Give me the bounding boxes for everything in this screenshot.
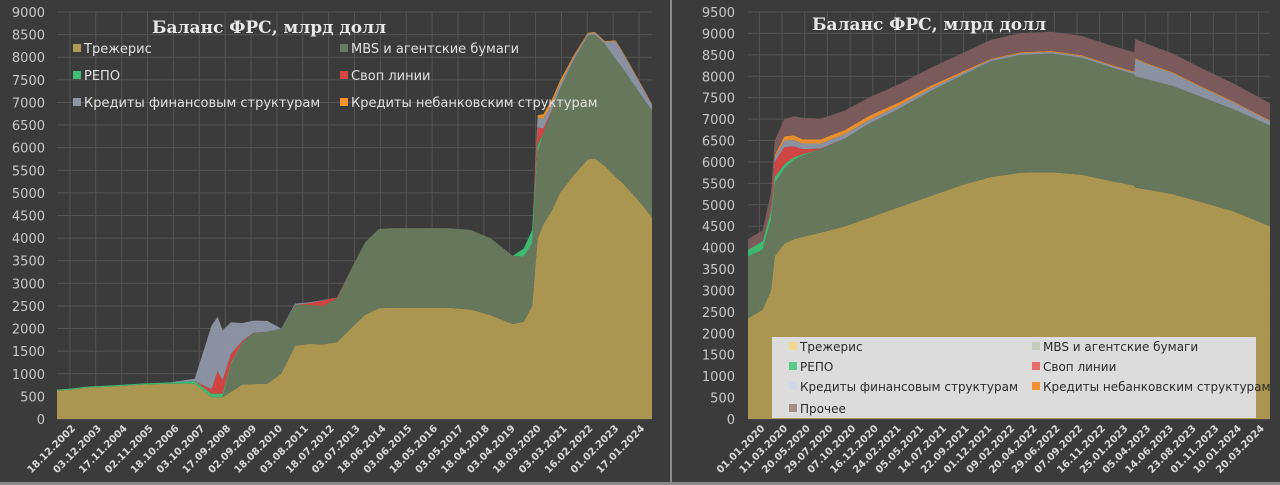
y-tick-label: 2500 bbox=[702, 306, 735, 321]
y-tick-label: 1000 bbox=[12, 368, 45, 383]
chart-title-left: Баланс ФРС, млрд долл bbox=[152, 18, 386, 38]
y-tick-label: 4000 bbox=[12, 232, 45, 247]
y-tick-label: 8500 bbox=[12, 29, 45, 44]
legend-swatch bbox=[1032, 382, 1040, 390]
area-series-1 bbox=[748, 53, 1270, 319]
legend-label: Кредиты финансовым структурам bbox=[800, 380, 1018, 394]
y-tick-label: 6500 bbox=[702, 135, 735, 150]
legend-swatch bbox=[789, 342, 797, 350]
legend-box bbox=[772, 337, 1256, 418]
legend-label: Кредиты небанковским структурам bbox=[1043, 380, 1271, 394]
legend-swatch bbox=[73, 71, 81, 79]
y-tick-label: 2500 bbox=[12, 300, 45, 315]
yticks-left: 0 500 1000 1500 2000 2500 3000 3500 4000 4500 5000… bbox=[12, 6, 45, 428]
chart-divider bbox=[670, 0, 672, 485]
chart-right: 0 500 1000 1500 2000 2500 3000 3500 4000 4500 5000… bbox=[702, 6, 1271, 476]
area-series-1 bbox=[57, 34, 652, 398]
y-tick-label: 4500 bbox=[12, 210, 45, 225]
chart-left: 0 500 1000 1500 2000 2500 3000 3500 4000 4500 5000… bbox=[12, 6, 652, 476]
y-tick-label: 6000 bbox=[702, 156, 735, 171]
legend-swatch bbox=[789, 362, 797, 370]
y-tick-label: 9500 bbox=[702, 6, 735, 21]
legend-swatch bbox=[340, 44, 348, 52]
legend-label: Своп линии bbox=[351, 69, 430, 84]
y-tick-label: 4500 bbox=[702, 220, 735, 235]
xticks-left: 18.12.200203.12.200317.11.200402.11.2005… bbox=[26, 423, 648, 476]
area-series-3 bbox=[57, 34, 652, 394]
y-tick-label: 5500 bbox=[12, 164, 45, 179]
y-tick-label: 6000 bbox=[12, 142, 45, 157]
area-series-0 bbox=[57, 158, 652, 419]
legend-left: Трежерис MBS и агентские бумаги РЕПО Своп л… bbox=[73, 42, 598, 111]
xticks-right: 01.01.202011.03.202020.05.202029.07.2020… bbox=[715, 423, 1267, 476]
legend-swatch bbox=[1032, 342, 1040, 350]
legend-label: Своп линии bbox=[1043, 360, 1116, 374]
y-tick-label: 3500 bbox=[702, 263, 735, 278]
y-tick-label: 9000 bbox=[12, 6, 45, 21]
legend-label: MBS и агентские бумаги bbox=[1043, 340, 1198, 354]
y-tick-label: 5500 bbox=[702, 177, 735, 192]
legend-swatch bbox=[73, 98, 81, 106]
legend-label: Кредиты небанковским структурам bbox=[351, 96, 598, 111]
y-tick-label: 6500 bbox=[12, 119, 45, 134]
y-tick-label: 8000 bbox=[702, 70, 735, 85]
y-tick-label: 2000 bbox=[702, 327, 735, 342]
y-tick-label: 0 bbox=[727, 413, 735, 428]
legend-label: Трежерис bbox=[83, 42, 152, 57]
bottom-border bbox=[0, 482, 1280, 485]
y-tick-label: 1000 bbox=[702, 370, 735, 385]
y-tick-label: 500 bbox=[20, 390, 45, 405]
yticks-right: 0 500 1000 1500 2000 2500 3000 3500 4000 4500 5000… bbox=[702, 6, 735, 428]
legend-label: MBS и агентские бумаги bbox=[351, 42, 519, 57]
legend-swatch bbox=[1032, 362, 1040, 370]
chart-title-right: Баланс ФРС, млрд долл bbox=[812, 15, 1046, 35]
legend-label: РЕПО bbox=[800, 360, 833, 374]
legend-swatch bbox=[789, 404, 797, 412]
y-tick-label: 3500 bbox=[12, 255, 45, 270]
legend-label: Кредиты финансовым структурам bbox=[84, 96, 320, 111]
y-tick-label: 2000 bbox=[12, 323, 45, 338]
y-tick-label: 8500 bbox=[702, 49, 735, 64]
legend-swatch bbox=[73, 44, 81, 52]
y-tick-label: 0 bbox=[37, 413, 45, 428]
y-tick-label: 3000 bbox=[702, 284, 735, 299]
y-tick-label: 1500 bbox=[702, 349, 735, 364]
y-tick-label: 7500 bbox=[12, 74, 45, 89]
legend-swatch bbox=[340, 98, 348, 106]
y-tick-label: 7000 bbox=[12, 96, 45, 111]
y-tick-label: 8000 bbox=[12, 51, 45, 66]
legend-right: Трежерис MBS и агентские бумаги РЕПО Своп л… bbox=[772, 337, 1271, 418]
y-tick-label: 1500 bbox=[12, 345, 45, 360]
legend-label: Прочее bbox=[800, 402, 846, 416]
y-tick-label: 7500 bbox=[702, 92, 735, 107]
areas-left bbox=[57, 31, 652, 419]
legend-label: Трежерис bbox=[799, 340, 863, 354]
y-tick-label: 7000 bbox=[702, 113, 735, 128]
y-tick-label: 3000 bbox=[12, 277, 45, 292]
legend-swatch bbox=[340, 71, 348, 79]
legend-swatch bbox=[789, 382, 797, 390]
y-tick-label: 5000 bbox=[12, 187, 45, 202]
y-tick-label: 500 bbox=[710, 392, 735, 407]
y-tick-label: 9000 bbox=[702, 27, 735, 42]
y-tick-label: 5000 bbox=[702, 199, 735, 214]
y-tick-label: 4000 bbox=[702, 242, 735, 257]
legend-label: РЕПО bbox=[84, 69, 120, 84]
